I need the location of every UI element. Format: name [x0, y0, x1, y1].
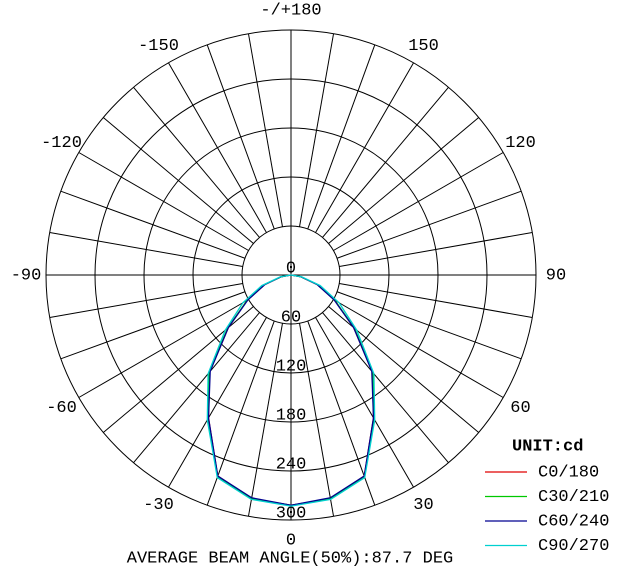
angle-tick-label: 30 — [413, 496, 433, 515]
angle-tick-label: -90 — [11, 266, 42, 285]
legend-label: C30/210 — [538, 488, 609, 507]
angle-tick-label: -150 — [138, 37, 179, 56]
angle-tick-label: -60 — [46, 399, 77, 418]
ring — [241, 225, 341, 325]
angle-tick-label: 120 — [505, 134, 536, 153]
ring — [94, 78, 488, 472]
legend-label: C90/270 — [538, 537, 609, 556]
intensity-curve — [290, 274, 376, 507]
footer: AVERAGE BEAM ANGLE(50%):87.7 DEG — [127, 549, 453, 568]
angle-tick-label: -120 — [41, 134, 82, 153]
r-tick-label: 120 — [276, 357, 307, 376]
ring — [45, 29, 537, 521]
legend-label: C0/180 — [538, 463, 599, 482]
intensity-curve — [206, 274, 292, 507]
angle-tick-label: -/+180 — [260, 1, 321, 20]
r-tick-label: 60 — [281, 308, 301, 327]
angle-tick-label: -30 — [143, 496, 174, 515]
r-tick-label: 0 — [286, 259, 296, 278]
legend-title: UNIT:cd — [512, 437, 583, 456]
angle-tick-label: 0 — [286, 531, 296, 550]
angle-tick-label: 150 — [408, 37, 439, 56]
angle-tick-label: 60 — [510, 399, 530, 418]
ring — [143, 127, 439, 423]
ring — [192, 176, 390, 374]
legend-label: C60/240 — [538, 512, 609, 531]
angle-tick-label: 90 — [546, 266, 566, 285]
r-tick-label: 180 — [276, 406, 307, 425]
r-tick-label: 240 — [276, 455, 307, 474]
r-tick-label: 300 — [276, 504, 307, 523]
